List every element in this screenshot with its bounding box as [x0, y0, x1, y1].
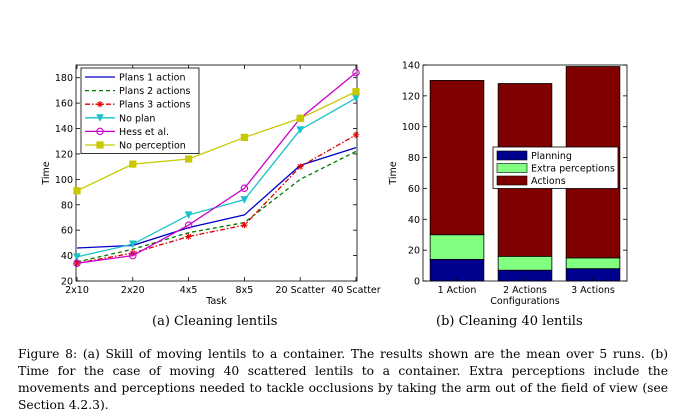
y-tick-label-b: 100 — [402, 122, 420, 133]
x-tick-label-2x10: 2x10 — [65, 285, 89, 296]
data-point-no-plan — [73, 253, 81, 261]
line-chart-cleaning-lentils: 20 40 60 80 100 120 140 160 180 2x10 2x20 4x5 8x5 20 … — [41, 64, 381, 307]
data-point-hess-et-al — [129, 251, 137, 260]
stacked-bar-chart-cleaning-40-lentils: 0 20 40 60 80 100 120 140 1 Action 2 Actions 3 Act… — [388, 61, 628, 307]
data-point-plans-3-actions — [73, 260, 81, 267]
legend-label-planning: Planning — [531, 151, 572, 162]
series-plans-3-actions — [73, 131, 360, 267]
x-axis-label-a: Task — [205, 296, 227, 307]
bar-1-action-actions — [429, 80, 485, 236]
y-tick-label-a: 40 — [61, 251, 73, 262]
x-tick-label-1-action: 1 Action — [438, 285, 477, 296]
x-tick-label-20-scatter: 20 Scatter — [276, 285, 325, 296]
y-tick-label-b: 80 — [408, 153, 420, 164]
series-line-no-perception — [76, 91, 357, 192]
y-tick-label-a: 160 — [55, 99, 73, 110]
y-tick-label-b: 140 — [402, 61, 420, 72]
x-tick-label-2-actions: 2 Actions — [503, 285, 547, 296]
bar-1-action-extra-perceptions — [429, 234, 485, 260]
data-point-plans-3-actions — [297, 163, 304, 170]
series-line-hess-et-al — [76, 72, 357, 264]
x-tick-label-4x5: 4x5 — [180, 285, 198, 296]
figure-caption: Figure 8: (a) Skill of moving lentils to… — [18, 347, 668, 412]
data-point-plans-3-actions — [129, 249, 136, 257]
legend-label-plans-1-action: Plans 1 action — [119, 73, 186, 84]
data-point-no-plan — [184, 211, 193, 220]
series-plans-1-action — [76, 146, 357, 249]
legend-swatch-actions — [496, 175, 528, 186]
data-point-no-perception — [184, 155, 193, 163]
y-axis-label-a: Time — [41, 161, 52, 185]
series-no-perception — [73, 88, 360, 195]
series-line-plans-2-actions — [76, 150, 357, 263]
data-point-no-plan — [296, 126, 305, 134]
y-tick-label-a: 100 — [55, 175, 73, 186]
subcaption-b: (b) Cleaning 40 lentils — [436, 314, 583, 329]
legend-label-hess-et-al: Hess et al. — [119, 127, 169, 138]
data-point-hess-et-al — [240, 184, 249, 192]
series-plans-2-actions — [76, 150, 357, 263]
data-point-hess-et-al — [73, 259, 81, 267]
legend-label-extra-perceptions: Extra perceptions — [531, 164, 615, 175]
y-tick-label-a: 180 — [55, 73, 73, 84]
legend-marker-plans-3-actions — [96, 101, 104, 108]
y-tick-label-b: 20 — [408, 246, 420, 257]
data-point-no-plan — [128, 240, 137, 249]
series-line-plans-3-actions — [76, 134, 357, 264]
bar-3-actions-extra-perceptions — [565, 257, 621, 270]
x-axis-label-b: Configurations — [490, 296, 559, 307]
data-point-plans-3-actions — [352, 131, 360, 139]
x-tick-label-3-actions: 3 Actions — [571, 285, 615, 296]
legend-label-no-plan: No plan — [119, 113, 155, 124]
data-point-no-perception — [352, 88, 360, 96]
bar-2-actions-extra-perceptions — [497, 255, 553, 271]
y-axis-label-b: Time — [388, 161, 399, 185]
data-point-plans-3-actions — [241, 221, 248, 229]
legend-swatch-extra-perceptions — [496, 163, 528, 173]
legend-label-no-perception: No perception — [119, 141, 186, 152]
data-point-hess-et-al — [184, 221, 193, 229]
data-point-no-perception — [296, 114, 304, 122]
plot-area-a — [75, 64, 358, 282]
y-tick-label-b: 0 — [414, 277, 420, 288]
series-line-plans-1-action — [76, 146, 357, 249]
x-tick-label-8x5: 8x5 — [236, 285, 254, 296]
y-tick-label-a: 140 — [55, 124, 73, 135]
data-point-no-plan — [352, 94, 360, 103]
legend-box-a — [80, 67, 200, 154]
legend-marker-no-perception — [96, 141, 104, 149]
y-tick-label-a: 60 — [61, 226, 73, 237]
y-tick-label-a: 20 — [61, 277, 73, 288]
series-hess-et-al — [73, 68, 360, 267]
data-point-no-plan — [240, 196, 249, 204]
data-point-plans-3-actions — [185, 233, 192, 240]
data-point-hess-et-al — [352, 68, 360, 77]
y-tick-label-b: 40 — [408, 215, 420, 226]
legend-marker-hess-et-al — [96, 127, 104, 136]
legend-swatch-planning — [496, 150, 528, 161]
data-point-no-perception — [240, 133, 248, 142]
y-tick-label-b: 60 — [408, 184, 420, 195]
x-tick-label-40-scatter: 40 Scatter — [331, 285, 380, 296]
data-point-no-perception — [129, 160, 137, 168]
legend-marker-no-plan — [96, 114, 104, 122]
data-point-no-perception — [73, 187, 81, 195]
subcaption-a: (a) Cleaning lentils — [152, 314, 278, 329]
legend-a: Plans 1 action Plans 2 actions Plans 3 act… — [80, 67, 200, 154]
y-tick-label-b: 120 — [402, 91, 420, 102]
y-tick-label-a: 120 — [55, 149, 73, 160]
legend-label-plans-2-actions: Plans 2 actions — [119, 86, 190, 97]
legend-label-plans-3-actions: Plans 3 actions — [119, 100, 190, 111]
x-tick-label-2x20: 2x20 — [121, 285, 145, 296]
legend-label-actions: Actions — [531, 176, 566, 187]
y-tick-label-a: 80 — [61, 200, 73, 211]
